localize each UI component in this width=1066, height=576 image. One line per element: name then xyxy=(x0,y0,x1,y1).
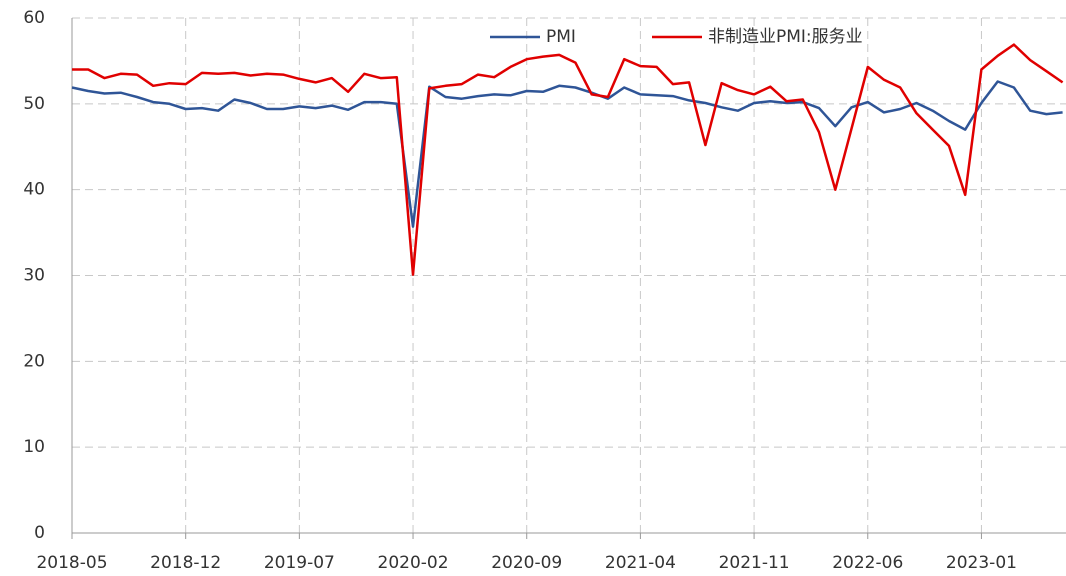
x-tick-label: 2019-07 xyxy=(264,553,335,573)
y-tick-label: 50 xyxy=(23,94,45,114)
x-tick-label: 2021-04 xyxy=(605,553,676,573)
y-tick-label: 30 xyxy=(23,266,45,286)
legend-label: PMI xyxy=(546,27,576,47)
x-tick-label: 2018-12 xyxy=(150,553,221,573)
y-tick-label: 0 xyxy=(34,523,45,543)
x-tick-label: 2021-11 xyxy=(719,553,790,573)
x-tick-label: 2022-06 xyxy=(832,553,903,573)
legend-label: 非制造业PMI:服务业 xyxy=(708,27,863,47)
y-tick-label: 60 xyxy=(23,8,45,28)
x-tick-label: 2018-05 xyxy=(36,553,107,573)
series-line xyxy=(72,43,1064,276)
x-tick-label: 2023-01 xyxy=(946,553,1017,573)
x-tick-label: 2020-02 xyxy=(378,553,449,573)
y-tick-label: 10 xyxy=(23,437,45,457)
y-tick-label: 40 xyxy=(23,180,45,200)
y-tick-label: 20 xyxy=(23,351,45,371)
series-line xyxy=(71,80,1063,228)
x-tick-label: 2020-09 xyxy=(491,553,562,573)
